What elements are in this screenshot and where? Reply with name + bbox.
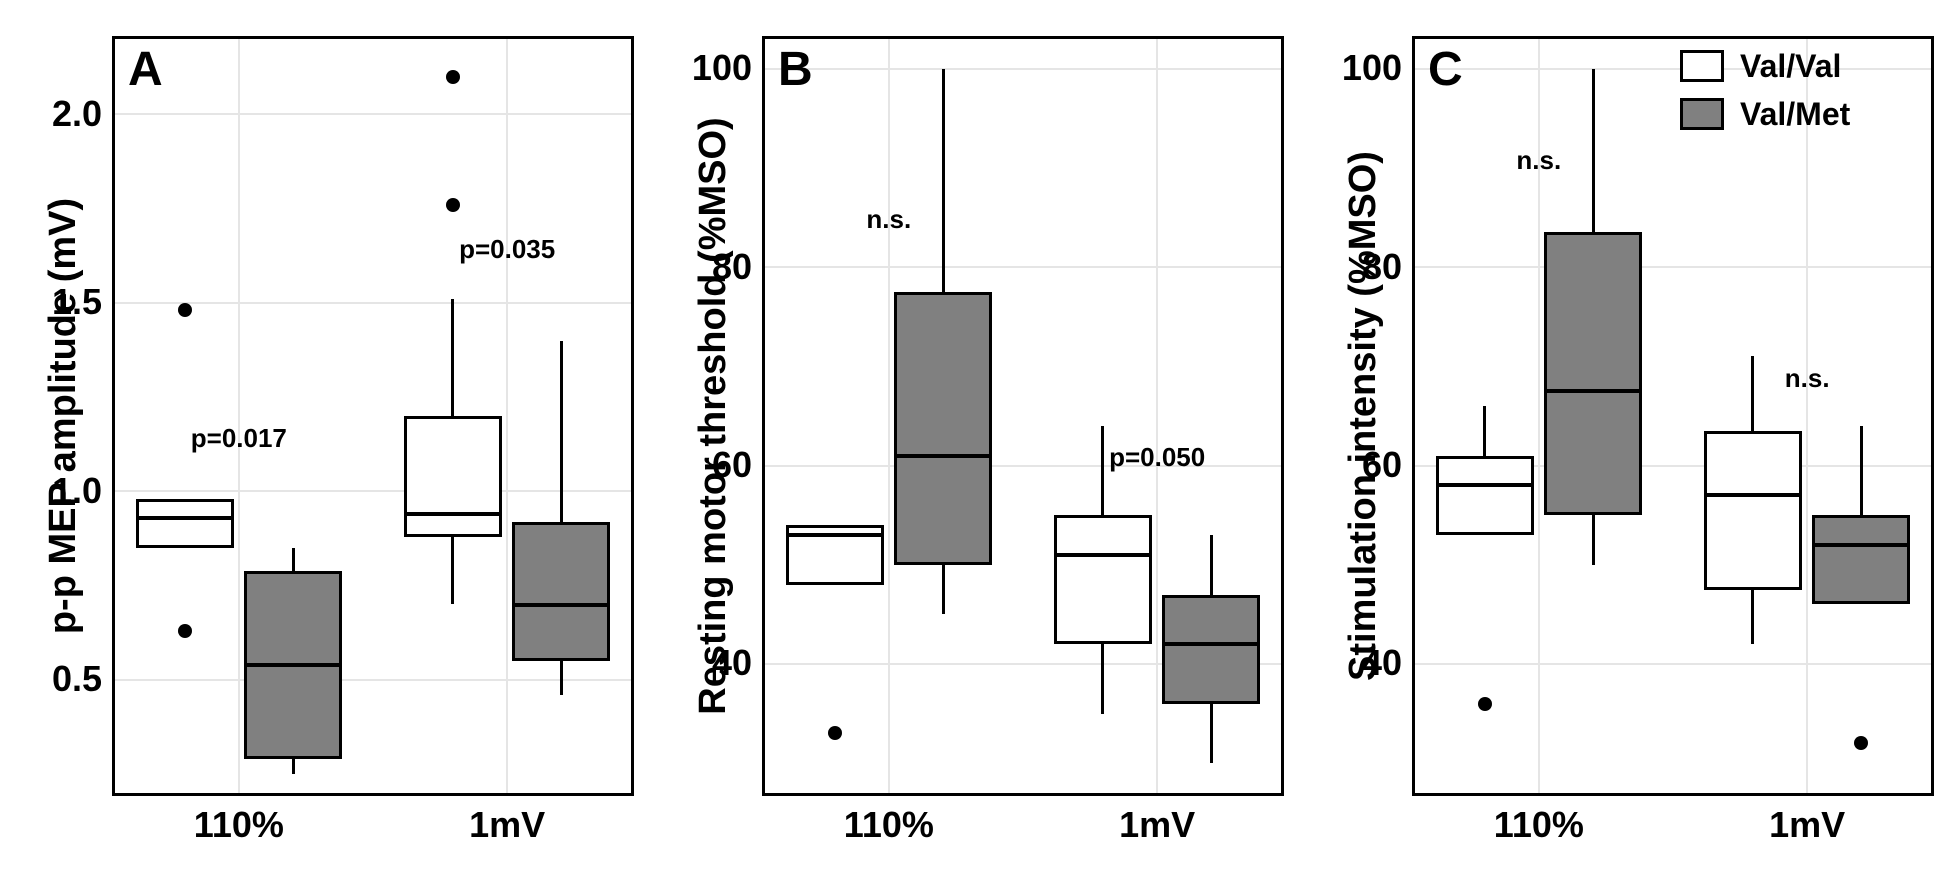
boxplot-median <box>1162 642 1260 646</box>
boxplot-median <box>894 454 992 458</box>
boxplot-median <box>136 516 234 520</box>
y-axis-label: Stimulation intensity (%MSO) <box>1342 36 1385 796</box>
x-tick-label: 1mV <box>1087 804 1227 846</box>
boxplot-box <box>894 292 992 565</box>
whisker-lower <box>1592 515 1595 565</box>
boxplot-median <box>1544 389 1642 393</box>
annotation: n.s. <box>1727 363 1887 394</box>
boxplot-box <box>1812 515 1910 604</box>
boxplot-box <box>1162 595 1260 704</box>
legend-label: Val/Met <box>1740 96 1850 133</box>
boxplot-box <box>136 499 234 548</box>
whisker-lower <box>942 565 945 615</box>
boxplot-box <box>1704 431 1802 590</box>
whisker-upper <box>1860 426 1863 515</box>
boxplot-outlier <box>178 624 192 638</box>
y-axis-label: p-p MEP amplitude (mV) <box>42 36 85 796</box>
boxplot-outlier <box>446 70 460 84</box>
annotation: p=0.050 <box>1077 442 1237 473</box>
boxplot-median <box>1812 543 1910 547</box>
annotation: n.s. <box>1459 145 1619 176</box>
boxplot-median <box>1054 553 1152 557</box>
whisker-upper <box>1210 535 1213 595</box>
boxplot-box <box>404 416 502 537</box>
panel-frame <box>112 36 634 796</box>
x-tick-label: 110% <box>1469 804 1609 846</box>
legend: Val/Val Val/Met <box>1680 50 1920 146</box>
boxplot-median <box>786 533 884 537</box>
whisker-upper <box>451 299 454 416</box>
boxplot-box <box>512 522 610 661</box>
x-tick-label: 110% <box>819 804 959 846</box>
figure: 0.51.01.52.0Ap-p MEP amplitude (mV)110%1… <box>0 0 1946 891</box>
panel-letter: A <box>128 42 163 97</box>
x-tick-label: 1mV <box>1737 804 1877 846</box>
boxplot-median <box>512 603 610 607</box>
boxplot-outlier <box>446 198 460 212</box>
boxplot-median <box>1436 483 1534 487</box>
whisker-lower <box>1210 704 1213 764</box>
boxplot-median <box>1704 493 1802 497</box>
boxplot-box <box>1436 456 1534 535</box>
whisker-upper <box>942 69 945 292</box>
panel-letter: C <box>1428 42 1463 97</box>
whisker-upper <box>560 341 563 522</box>
boxplot-box <box>1544 232 1642 515</box>
whisker-lower <box>560 661 563 695</box>
whisker-lower <box>1101 644 1104 713</box>
legend-swatch <box>1680 50 1724 82</box>
legend-label: Val/Val <box>1740 48 1841 85</box>
legend-swatch <box>1680 98 1724 130</box>
x-tick-label: 1mV <box>437 804 577 846</box>
x-tick-label: 110% <box>169 804 309 846</box>
whisker-upper <box>292 548 295 571</box>
annotation: n.s. <box>809 204 969 235</box>
panel-letter: B <box>778 42 813 97</box>
boxplot-box <box>1054 515 1152 644</box>
annotation: p=0.017 <box>159 423 319 454</box>
whisker-upper <box>1483 406 1486 456</box>
boxplot-outlier <box>1478 697 1492 711</box>
annotation: p=0.035 <box>427 234 587 265</box>
y-axis-label: Resting motor threshold (%MSO) <box>692 36 735 796</box>
boxplot-median <box>244 663 342 667</box>
whisker-lower <box>292 759 295 774</box>
boxplot-median <box>404 512 502 516</box>
whisker-lower <box>451 537 454 605</box>
whisker-lower <box>1751 590 1754 645</box>
